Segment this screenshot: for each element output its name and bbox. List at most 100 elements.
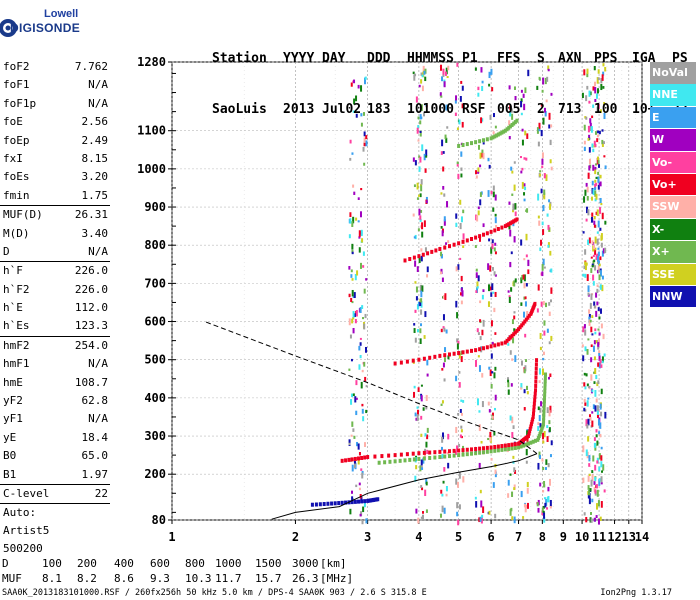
echo-speckle	[588, 473, 591, 477]
echo-speckle	[494, 242, 497, 246]
param-value: 112.0	[74, 301, 108, 315]
x-tick-label: 13	[622, 530, 636, 544]
echo-speckle	[586, 349, 589, 355]
echo-speckle	[600, 476, 603, 483]
echo-speckle	[478, 365, 481, 372]
echo-speckle	[542, 204, 545, 212]
distance-row: D 100 200 400 600 800 1000 1500 3000 [km]	[2, 556, 347, 571]
o-trace-point	[531, 417, 535, 422]
echo-speckle	[513, 86, 516, 90]
echo-speckle	[440, 95, 443, 98]
o-trace-point	[533, 398, 537, 403]
echo-speckle	[548, 410, 551, 417]
legend-item: X-	[650, 218, 696, 241]
echo-speckle	[415, 96, 418, 103]
echo-speckle	[589, 91, 592, 96]
legend-item: SSW	[650, 196, 696, 218]
x-trace-point	[542, 419, 546, 424]
echo-speckle	[492, 207, 495, 212]
echo-speckle	[583, 69, 586, 76]
echo-speckle	[420, 290, 423, 298]
table-cell: [MHz]	[320, 572, 354, 585]
echo-speckle	[455, 478, 458, 485]
o-trace-point	[433, 450, 437, 455]
echo-speckle	[426, 274, 429, 278]
echo-speckle	[537, 406, 540, 411]
echo-speckle	[524, 365, 527, 372]
echo-speckle	[545, 174, 548, 182]
echo-speckle	[490, 457, 493, 461]
echo-speckle	[549, 203, 552, 210]
echo-speckle	[513, 236, 516, 243]
o-trace-point	[531, 414, 535, 419]
echo-speckle	[596, 209, 599, 217]
echo-speckle	[482, 289, 485, 293]
echo-speckle	[542, 440, 545, 444]
echo-speckle	[480, 153, 483, 158]
echo-speckle	[424, 311, 427, 318]
echo-speckle	[548, 199, 551, 203]
echo-speckle	[479, 164, 482, 168]
es-trace-point	[340, 500, 344, 505]
echo-speckle	[594, 464, 597, 471]
echo-speckle	[591, 212, 594, 217]
echo-speckle	[418, 166, 421, 172]
echo-speckle	[594, 331, 597, 335]
param-row: hmF2 254.0	[0, 337, 110, 355]
x-trace-point	[422, 456, 426, 461]
echo-speckle	[601, 212, 604, 220]
echo-speckle	[494, 291, 497, 297]
echo-speckle	[600, 482, 603, 485]
echo-speckle	[591, 474, 594, 482]
o-trace-point	[380, 454, 384, 459]
o-3hop-point	[452, 242, 456, 247]
echo-speckle	[537, 507, 540, 513]
param-name: M(D)	[3, 226, 30, 240]
echo-speckle	[599, 433, 602, 438]
o-2hop-point	[526, 315, 530, 320]
header-label: FFS	[497, 51, 521, 66]
echo-speckle	[603, 155, 606, 158]
echo-speckle	[422, 514, 425, 521]
echo-speckle	[441, 230, 444, 237]
echo-speckle	[353, 461, 356, 468]
echo-speckle	[591, 115, 594, 119]
o-trace-point	[510, 442, 514, 447]
echo-speckle	[351, 221, 354, 227]
echo-speckle	[358, 482, 361, 486]
echo-speckle	[527, 69, 530, 77]
echo-speckle	[595, 484, 598, 489]
echo-speckle	[359, 307, 362, 313]
o-4hop-point	[510, 122, 514, 127]
o-trace-point	[507, 443, 511, 448]
echo-speckle	[441, 368, 444, 371]
echo-speckle	[582, 326, 585, 333]
station-header: Station YYYY DAY DDD HHMMSS P1 FFS S AXN PPS IGA PS…	[212, 16, 688, 135]
o-trace-point	[534, 375, 538, 380]
echo-speckle	[462, 233, 465, 240]
y-tick-label: 800	[144, 238, 166, 252]
x-trace-point	[541, 422, 545, 427]
echo-speckle	[357, 84, 360, 89]
echo-speckle	[351, 318, 354, 324]
o-trace-point	[485, 445, 489, 450]
echo-speckle	[420, 309, 423, 315]
echo-speckle	[543, 330, 546, 336]
param-name: yF2	[3, 394, 23, 408]
echo-speckle	[599, 174, 602, 179]
echo-speckle	[591, 420, 594, 427]
echo-speckle	[542, 368, 545, 375]
x-trace-point	[478, 450, 482, 455]
echo-speckle	[589, 303, 592, 309]
echo-speckle	[550, 166, 553, 171]
echo-speckle	[548, 311, 551, 316]
echo-speckle	[595, 398, 598, 403]
echo-speckle	[593, 224, 596, 228]
table-cell: 11.7	[215, 572, 242, 585]
echo-speckle	[595, 374, 598, 380]
echo-speckle	[446, 201, 449, 208]
echo-speckle	[508, 85, 511, 90]
echo-speckle	[513, 280, 516, 287]
echo-speckle	[477, 210, 480, 216]
echo-speckle	[522, 274, 525, 280]
